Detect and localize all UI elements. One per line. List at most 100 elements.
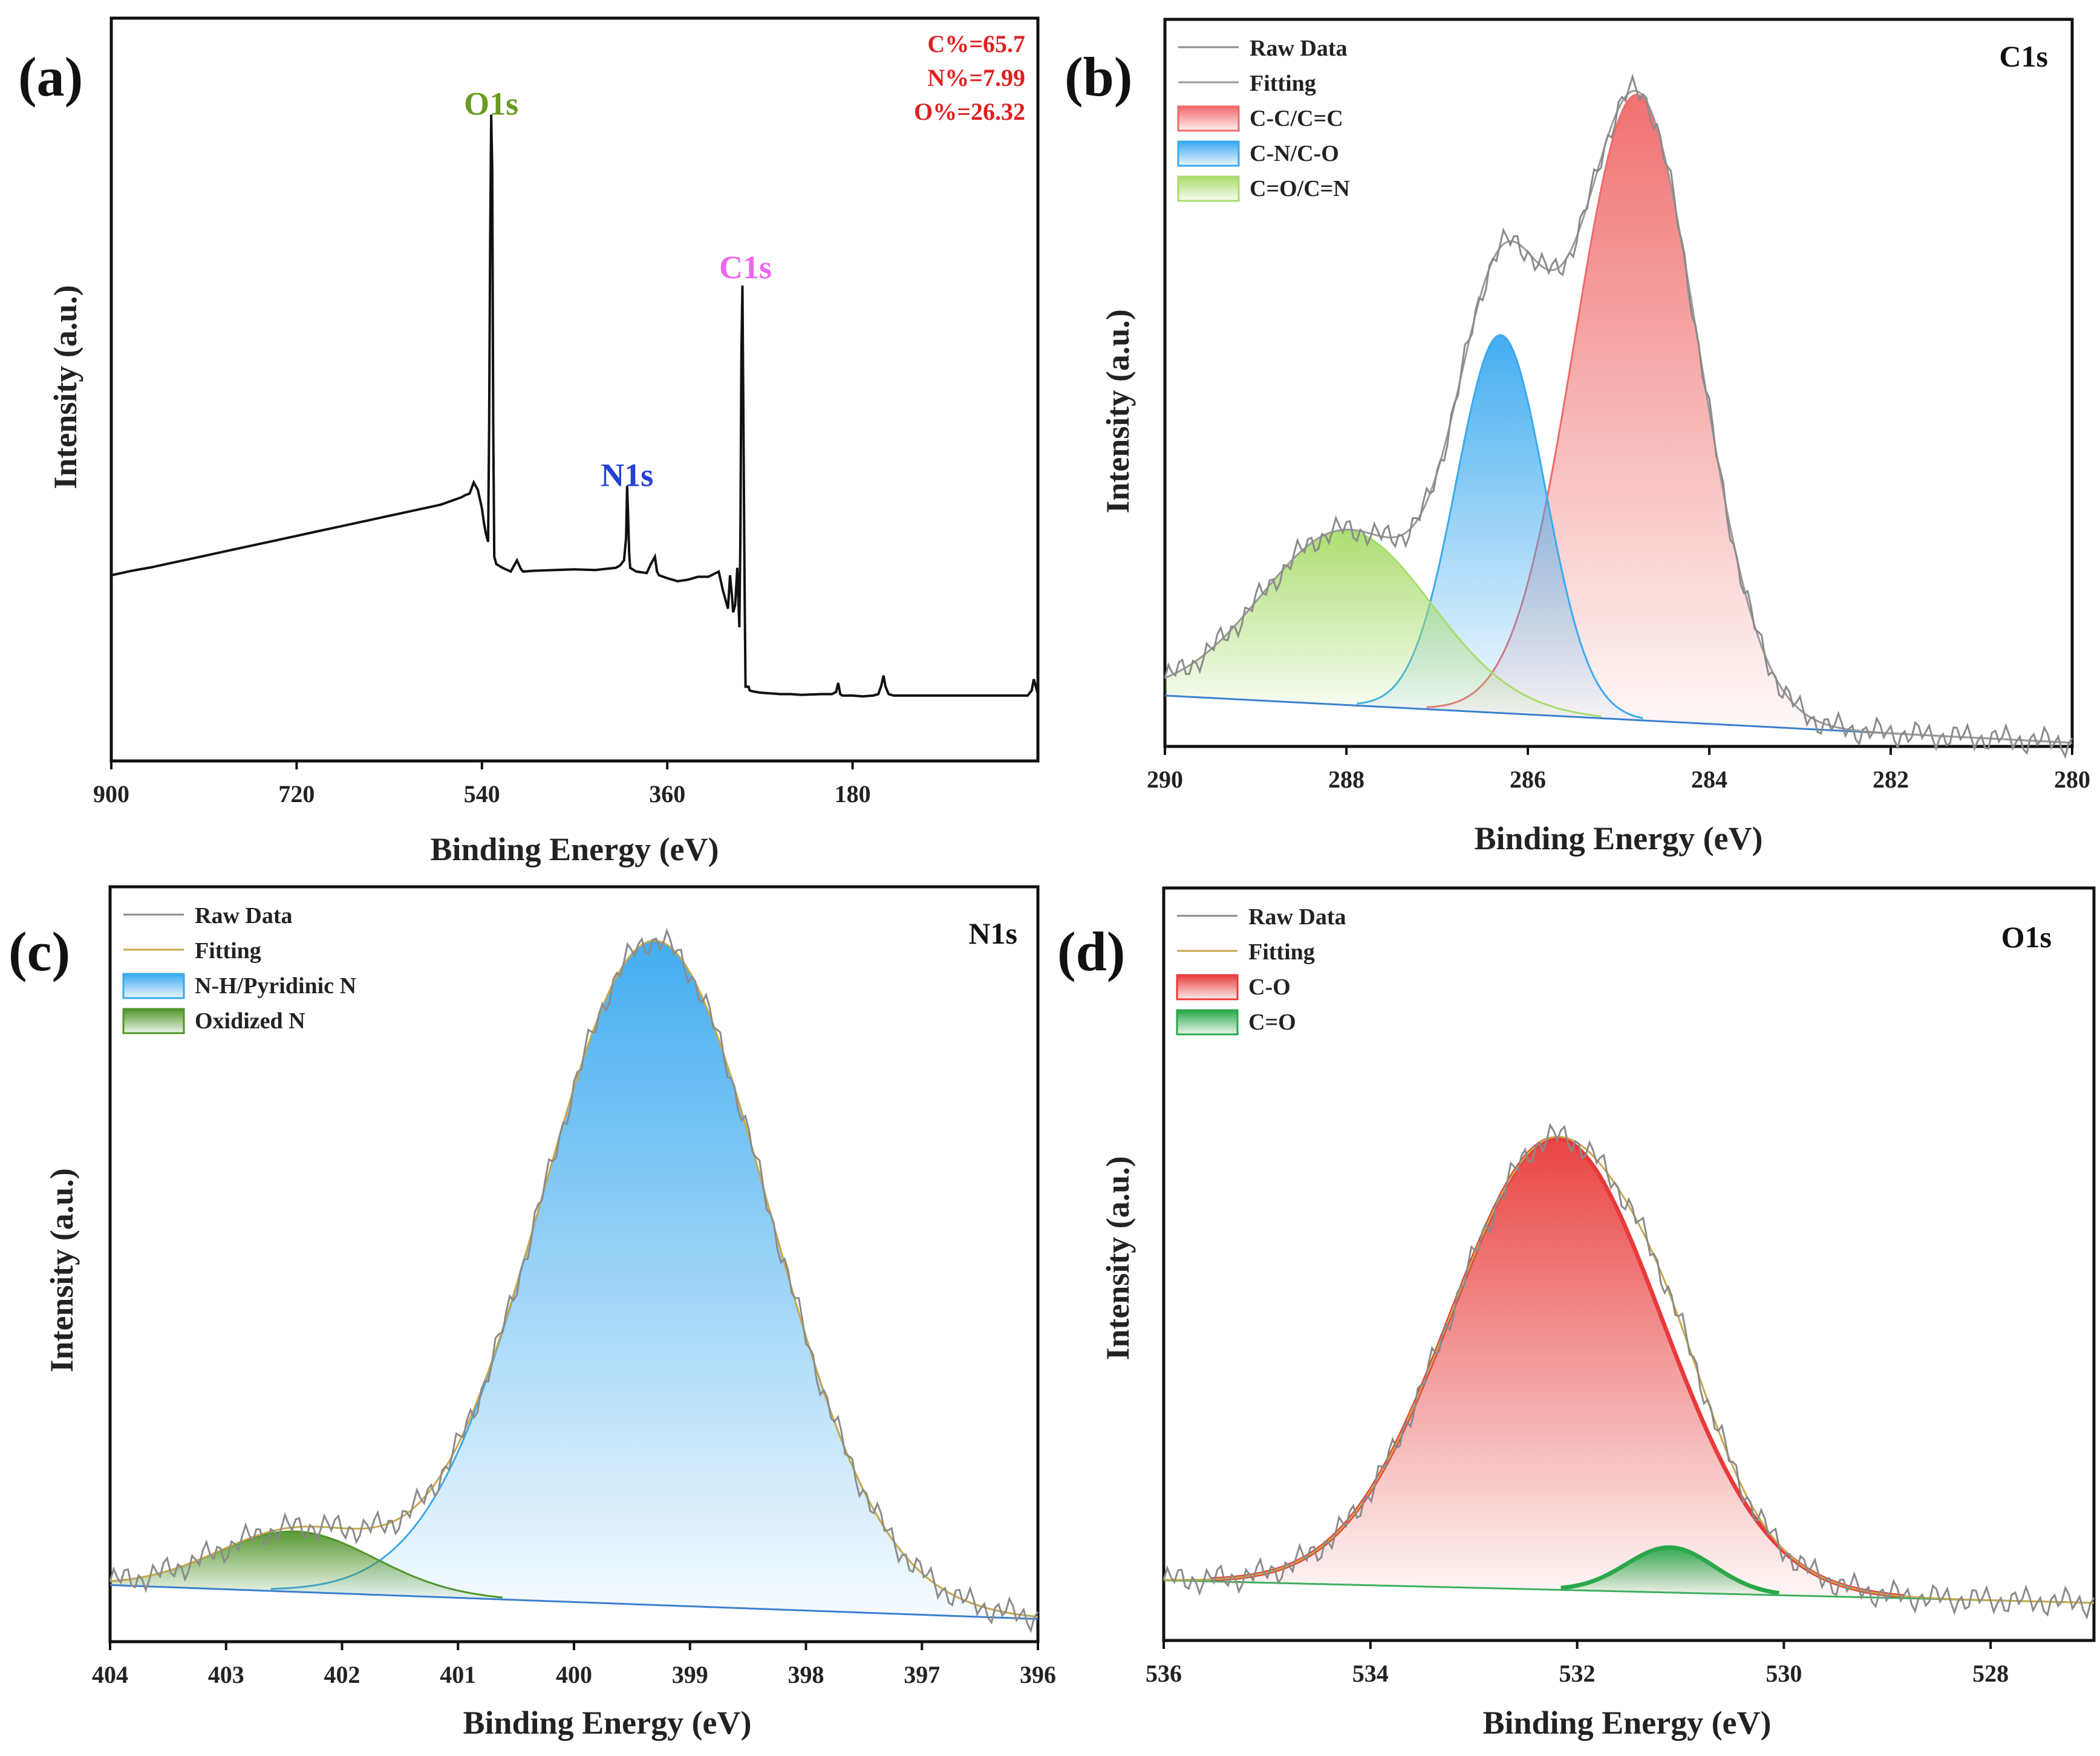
x-tick-label: 404 (92, 1661, 128, 1688)
ylabel-d: Intensity (a.u.) (1100, 1156, 1136, 1360)
legend-label: Raw Data (195, 903, 292, 929)
x-tick-label: 286 (1510, 766, 1546, 793)
x-tick-label: 403 (208, 1661, 244, 1688)
legend-label: C-C/C=C (1250, 106, 1343, 131)
component-area-2 (1560, 1547, 1779, 1596)
legend-label: Fitting (1248, 939, 1315, 965)
ylabel-b: Intensity (a.u.) (1100, 309, 1136, 514)
peak-label-c1s: C1s (719, 249, 772, 286)
component-area-3 (1165, 530, 1602, 719)
peak-label-o1s: O1s (464, 86, 518, 122)
fit-components-b (1164, 94, 1846, 731)
ylabel-a: Intensity (a.u.) (47, 285, 83, 489)
composition-c: C%=65.7 (927, 30, 1025, 57)
legend-label: C-N/C-O (1250, 141, 1339, 166)
plot-frame-b (1163, 18, 2074, 748)
x-tick-label: 540 (464, 780, 500, 808)
legend-label: Raw Data (1248, 904, 1346, 930)
legend-c: Raw Data Fitting N-H/Pyridinic N Oxidized N (122, 903, 356, 1034)
region-label-d: O1s (2001, 920, 2052, 954)
legend-swatch (122, 973, 185, 999)
component-line-2 (1560, 1545, 1779, 1596)
composition-o: O%=26.32 (914, 98, 1025, 125)
x-tick-label: 284 (1691, 766, 1727, 793)
x-tick-label: 290 (1147, 766, 1183, 793)
xlabel-b: Binding Energy (eV) (1474, 820, 1762, 857)
xlabel-d: Binding Energy (eV) (1482, 1705, 1771, 1741)
region-label-c: N1s (968, 916, 1017, 950)
legend-label: Oxidized N (195, 1008, 305, 1034)
x-tick-label: 282 (1873, 766, 1909, 793)
peak-label-n1s: N1s (601, 457, 653, 494)
xlabel-a: Binding Energy (eV) (430, 831, 719, 867)
survey-series (111, 114, 1039, 698)
legend-swatch (1177, 140, 1240, 167)
legend-label: C=O/C=N (1250, 176, 1350, 201)
component-area-2 (110, 1531, 503, 1600)
component-area-1 (1210, 1138, 1905, 1599)
x-tick-label: 360 (649, 780, 685, 808)
panel-label-a: (a) (18, 46, 83, 108)
legend-swatch (1177, 175, 1240, 202)
x-tick-label: 400 (556, 1661, 592, 1688)
ylabel-c: Intensity (a.u.) (44, 1168, 80, 1372)
x-ticks-a: 900 720 540 360 180 (93, 761, 871, 808)
raw-and-fit-c (109, 927, 1039, 1634)
region-label-b: C1s (1999, 39, 2048, 73)
composition-box: C%=65.7 N%=7.99 O%=26.32 (914, 30, 1025, 125)
legend-label: C=O (1248, 1010, 1296, 1035)
x-tick-label: 402 (324, 1661, 360, 1688)
panel-c-n1s: (c) N1s Intensity (a.u.) Binding Energy … (8, 885, 1056, 1741)
legend-label: Fitting (1250, 71, 1316, 96)
legend-swatch (1176, 1009, 1239, 1036)
x-tick-label: 397 (904, 1661, 940, 1688)
x-tick-label: 180 (835, 780, 871, 808)
panel-a-survey: (a) Intensity (a.u.) Binding Energy (eV)… (18, 16, 1040, 867)
x-tick-label: 280 (2054, 766, 2090, 793)
x-ticks-c: 404 403 402 401 400 399 398 397 396 (92, 1642, 1056, 1688)
plot-frame-a (109, 16, 1040, 763)
x-ticks-b: 290 288 286 284 282 280 (1147, 746, 2090, 793)
fit-components-d (1210, 1136, 1905, 1599)
x-tick-label: 398 (788, 1661, 824, 1688)
peak-labels-a: O1s N1s C1s (464, 86, 772, 494)
plot-frame-d (1162, 886, 2096, 1642)
composition-n: N%=7.99 (927, 64, 1025, 91)
legend-swatch (122, 1008, 185, 1034)
x-tick-label: 536 (1146, 1660, 1182, 1687)
component-area-1 (270, 941, 1038, 1619)
legend-swatch (1176, 974, 1239, 1000)
x-ticks-d: 536 534 532 530 528 (1146, 1640, 2009, 1687)
legend-label: Fitting (195, 938, 261, 964)
xlabel-c: Binding Energy (eV) (463, 1705, 751, 1741)
legend-label: Raw Data (1250, 36, 1347, 61)
panel-b-c1s: (b) C1s Intensity (a.u.) Binding Energy … (1065, 18, 2090, 857)
raw-data-line (109, 927, 1039, 1634)
x-tick-label: 534 (1352, 1660, 1389, 1687)
legend-d: Raw Data Fitting C-O C=O (1176, 904, 1346, 1036)
background-line (109, 1584, 1039, 1621)
raw-and-fit-d (1162, 1123, 2095, 1620)
x-tick-label: 720 (278, 780, 315, 808)
legend-b: Raw Data Fitting C-C/C=C C-N/C-O C=O/C=N (1177, 36, 1350, 202)
panel-d-o1s: (d) O1s Intensity (a.u.) Binding Energy … (1057, 886, 2096, 1741)
raw-data-line (1164, 73, 2073, 759)
survey-line (111, 114, 1039, 698)
raw-and-fit-b (1164, 73, 2073, 759)
x-tick-label: 528 (1972, 1660, 2009, 1687)
x-tick-label: 399 (672, 1661, 708, 1688)
x-tick-label: 900 (93, 780, 129, 808)
legend-label: N-H/Pyridinic N (195, 973, 356, 999)
panel-label-d: (d) (1057, 921, 1125, 982)
x-tick-label: 401 (440, 1661, 476, 1688)
panel-label-c: (c) (8, 921, 70, 982)
panel-label-b: (b) (1065, 46, 1132, 108)
x-tick-label: 530 (1766, 1660, 1802, 1687)
legend-label: C-O (1248, 974, 1291, 1000)
x-tick-label: 396 (1020, 1661, 1056, 1688)
raw-data-line (1162, 1123, 2095, 1620)
x-tick-label: 532 (1559, 1660, 1596, 1687)
legend-swatch (1177, 105, 1240, 132)
fit-components-c (109, 939, 1039, 1619)
